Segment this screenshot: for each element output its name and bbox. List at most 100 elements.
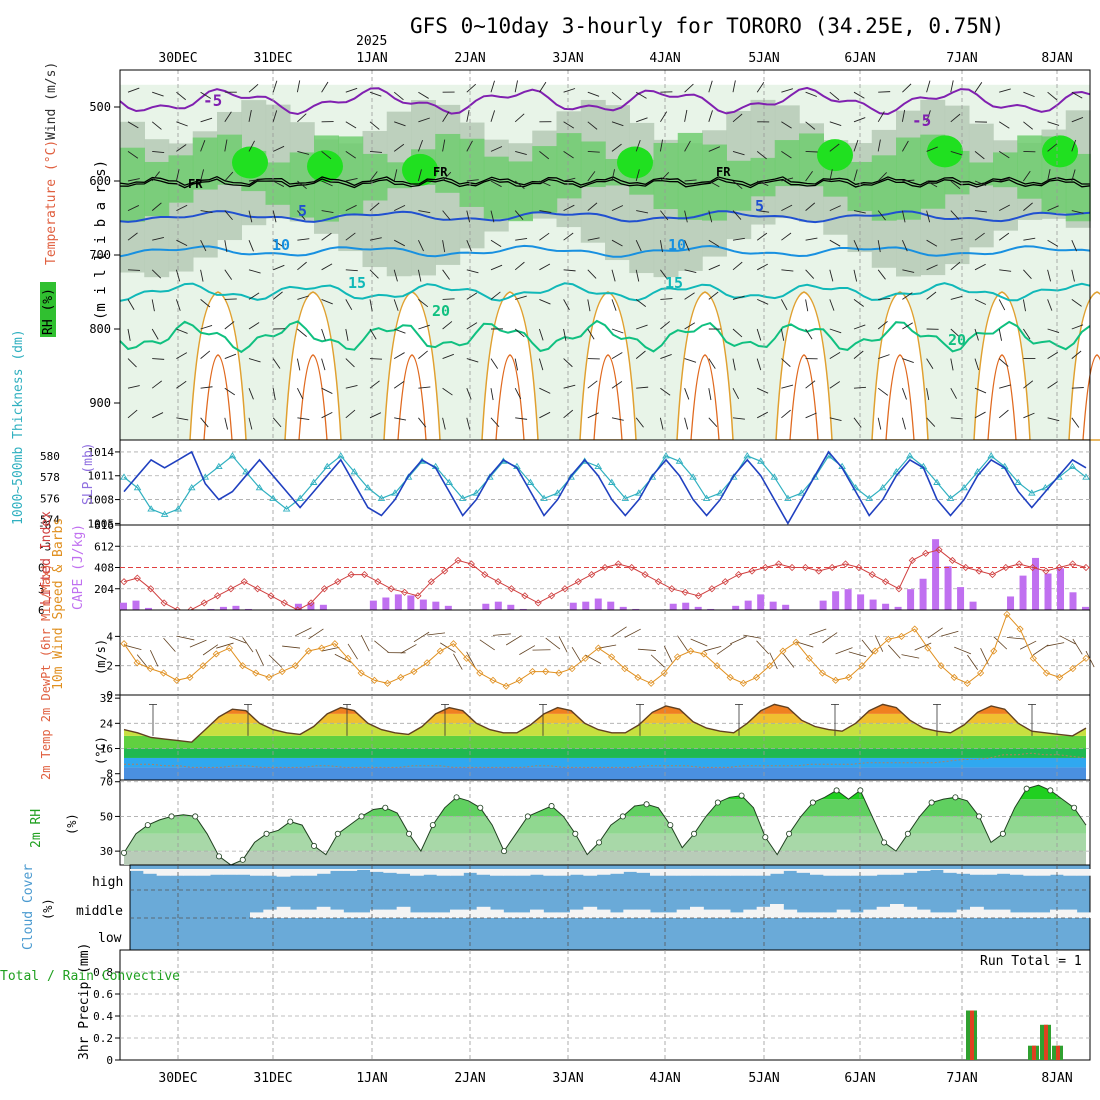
li-point (347, 571, 355, 579)
cape-bar (1044, 573, 1052, 610)
upper-barb (684, 240, 690, 252)
upper-barb (490, 388, 494, 401)
upper-barb (902, 179, 915, 182)
cape-bars (120, 539, 1089, 610)
cloud-mid-gap (730, 912, 744, 918)
cloud-high-gap (1050, 869, 1064, 875)
upper-barb (563, 204, 575, 212)
upper-barb (780, 328, 785, 341)
upper-barb (394, 121, 406, 127)
upper-barb (297, 328, 307, 338)
li-point (467, 560, 475, 568)
upper-barb (877, 269, 886, 280)
upper-barb (127, 409, 138, 419)
cape-bar (1007, 596, 1015, 610)
rh-point (881, 839, 888, 846)
thickness-point (174, 505, 182, 512)
cloud-mid-gap (556, 912, 571, 918)
wind10-point (832, 676, 840, 684)
li-point (935, 546, 943, 554)
top-date-31DEC: 31DEC (253, 51, 292, 66)
bl-plume-inner (593, 354, 623, 441)
li-point (254, 585, 262, 593)
thickness-point (987, 452, 995, 459)
pressure-tick-label: 600 (89, 174, 111, 188)
upper-barb (466, 292, 478, 300)
thickness-point (784, 494, 792, 501)
li-point (1042, 567, 1050, 575)
li-point (133, 574, 141, 582)
cloud-high-gap (930, 869, 944, 870)
upper-barb (877, 210, 886, 221)
cloud-high-gap (250, 869, 264, 876)
temp2m-tick-label: 32 (100, 692, 113, 705)
thickness-point (215, 462, 223, 470)
upper-barb (394, 328, 406, 334)
upper-barb (805, 150, 818, 153)
cloud-mid-gap (530, 909, 544, 918)
upper-barb (272, 291, 283, 300)
cloud-high-gap (450, 869, 464, 876)
cloud-mid-gap (916, 909, 931, 918)
cape-tick-label: 204 (94, 583, 114, 596)
cloud-mid-gap (636, 909, 651, 918)
slp-series (123, 450, 1087, 526)
temp2m-tick-label: 8 (106, 768, 113, 781)
upper-barb (1023, 328, 1031, 340)
bl-plume-inner (690, 354, 720, 441)
upper-barb (635, 417, 644, 428)
isotherm-15 (119, 282, 1091, 302)
rh-point (168, 813, 175, 820)
upper-barb (1023, 170, 1031, 182)
upper-barb (878, 297, 891, 300)
top-date-4JAN: 4JAN (649, 51, 680, 66)
li-tick-label: 3 (38, 583, 45, 596)
wind10-tick-label: 4 (106, 630, 113, 643)
upper-barb (345, 358, 355, 368)
upper-barb (1047, 91, 1058, 101)
upper-barb (708, 291, 719, 300)
upper-barb (781, 299, 788, 311)
cloud-mid-gap (1010, 912, 1024, 918)
cloud-high-gap (783, 869, 798, 871)
upper-barb (345, 87, 358, 93)
cape-axis-label: CAPE (J/kg) (71, 524, 86, 610)
rh-point (358, 813, 365, 820)
cloud-high-gap (623, 869, 638, 872)
wind10-point (225, 644, 233, 652)
cloud-high-gap (1076, 869, 1091, 876)
wind10-tick-label: 0 (106, 689, 113, 702)
temperature-contours (119, 70, 1091, 440)
temp2m-unit: (°C) (94, 736, 108, 765)
wind10-barb (216, 642, 234, 649)
precip-conv-bar (1056, 1045, 1060, 1060)
upper-barb (732, 261, 743, 271)
pressure-tick-label: 500 (89, 100, 111, 114)
thickness-point (933, 478, 941, 485)
rh-point (572, 830, 579, 837)
upper-barb (1071, 417, 1080, 428)
wind10-barb (545, 637, 561, 650)
upper-barb (829, 91, 840, 101)
bottom-date-5JAN: 5JAN (748, 1071, 779, 1086)
upper-barb (563, 121, 575, 129)
upper-barb (1071, 240, 1078, 252)
upper-barb (176, 204, 188, 212)
upper-barb (466, 179, 479, 182)
upper-barb (998, 358, 1009, 367)
cape-bar (957, 587, 965, 610)
cape-bar (120, 602, 127, 610)
cloud-high-gap (290, 869, 304, 876)
upper-barb (345, 299, 353, 311)
upper-barb (393, 352, 405, 359)
rh-band (124, 851, 1086, 865)
cloud-cover-panel: high middle low Cloud Cover (%) (21, 864, 1091, 951)
wind10-point (871, 647, 879, 655)
rh-band-70 (556, 133, 582, 199)
isotherm-label: 10 (668, 236, 686, 254)
upper-barb (1047, 121, 1060, 126)
rh-band-70 (435, 133, 461, 193)
cloud-mid-gap (463, 909, 478, 918)
thickness-point (282, 505, 291, 512)
rh-band-70 (338, 136, 364, 215)
